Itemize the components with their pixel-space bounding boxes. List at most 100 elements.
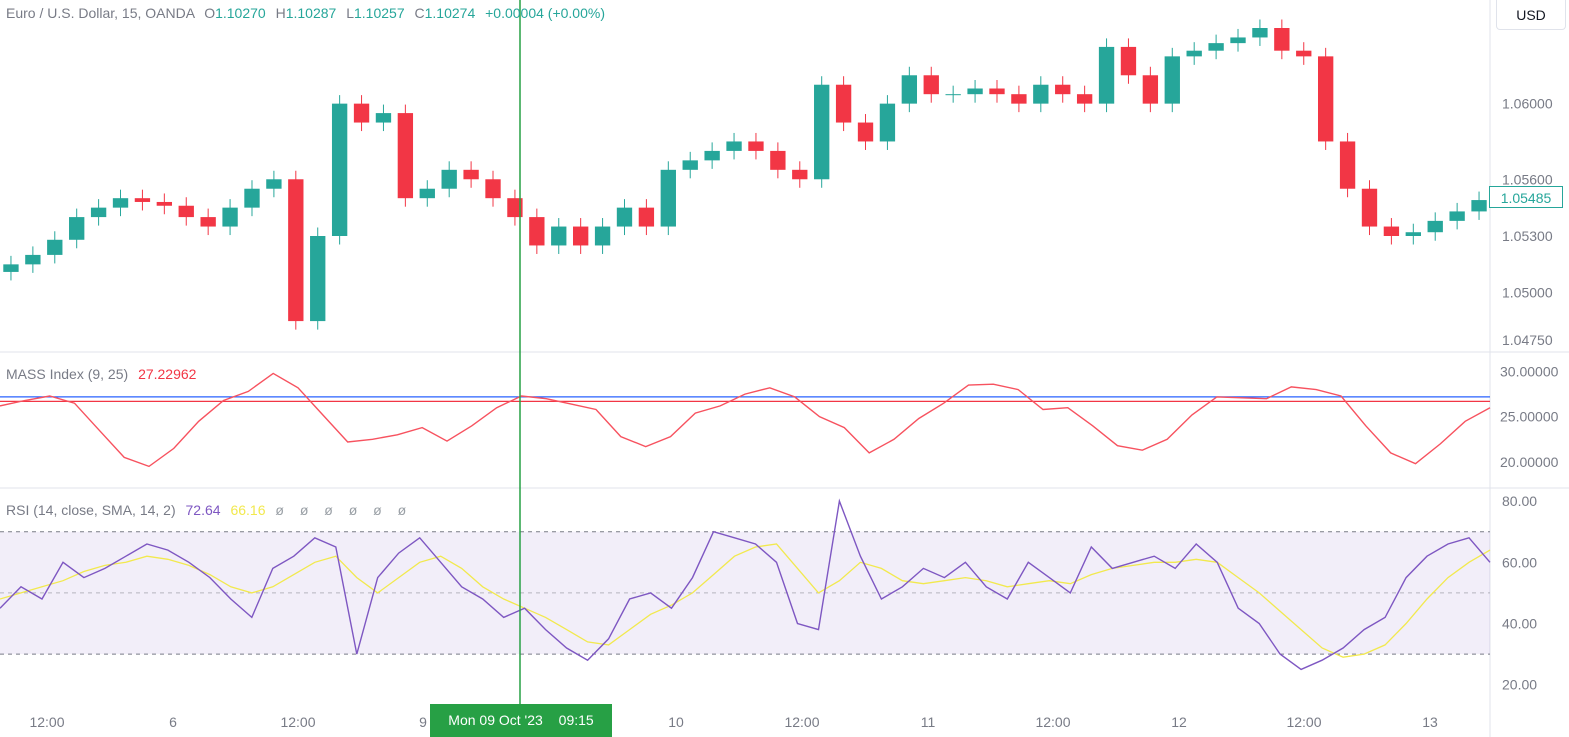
rsi-value: 72.64 — [185, 502, 221, 518]
rsi-axis-label: 60.00 — [1502, 554, 1537, 570]
time-axis-label: 12:00 — [280, 714, 315, 730]
candle-body — [485, 179, 501, 199]
candle-body — [69, 217, 85, 240]
rsi-empty-values: ø ø ø ø ø ø — [275, 502, 413, 518]
candle-body — [331, 103, 348, 237]
mass-legend: MASS Index (9, 25) 27.22962 — [6, 366, 196, 382]
price-axis-label: 1.05300 — [1502, 228, 1553, 244]
crosshair-time: 09:15 — [558, 712, 594, 728]
time-axis-label: 10 — [668, 714, 684, 730]
candle-body — [1274, 28, 1290, 51]
candle-body — [112, 198, 129, 208]
candle-body — [47, 239, 63, 255]
candle-body — [1142, 75, 1159, 104]
candle-body — [572, 226, 589, 246]
time-axis-label: 12:00 — [784, 714, 819, 730]
candle-body — [857, 122, 874, 142]
candle-body — [266, 179, 282, 189]
rsi-name[interactable]: RSI (14, close, SMA, 14, 2) — [6, 502, 176, 518]
mass-index-pane — [0, 372, 1491, 468]
rsi-ma-value: 66.16 — [230, 502, 266, 518]
candle-body — [397, 113, 414, 199]
candle-body — [25, 254, 41, 265]
candle-body — [1296, 50, 1312, 57]
candle-body — [901, 75, 918, 104]
candle-body — [1011, 94, 1027, 104]
candle-body — [200, 217, 216, 227]
time-axis-label: 11 — [921, 714, 936, 730]
crosshair-date: Mon 09 Oct '23 — [448, 712, 543, 728]
time-axis-label: 9 — [419, 714, 427, 730]
candle-body — [1405, 232, 1421, 236]
rsi-axis-label: 20.00 — [1502, 677, 1537, 693]
candle-body — [814, 84, 830, 180]
low-value: 1.10257 — [354, 5, 405, 21]
candle-body — [704, 150, 720, 161]
candle-body — [1230, 37, 1246, 44]
price-axis-label: 1.05000 — [1502, 285, 1553, 301]
candle-body — [1449, 211, 1465, 221]
rsi-ma-line — [0, 543, 1491, 658]
candle-body — [419, 188, 435, 199]
candle-body — [1076, 94, 1093, 104]
candle-body — [288, 179, 304, 322]
crosshair-date-label: Mon 09 Oct '23 09:15 — [430, 704, 612, 737]
candle-body — [222, 207, 238, 227]
change-value: +0.00004 (+0.00%) — [485, 5, 605, 21]
open-value: 1.10270 — [215, 5, 266, 21]
candle-body — [1120, 46, 1137, 76]
candle-body — [770, 150, 786, 170]
rsi-legend: RSI (14, close, SMA, 14, 2) 72.64 66.16 … — [6, 502, 412, 518]
rsi-pane — [0, 498, 1491, 671]
candle-body — [923, 75, 939, 95]
candle-body — [1361, 188, 1378, 227]
candle-body — [660, 169, 676, 227]
candle-body — [1427, 220, 1443, 233]
candle-body — [1055, 84, 1071, 95]
price-axis-label: 1.04750 — [1502, 332, 1553, 348]
last-price-tag: 1.05485 — [1489, 186, 1563, 208]
candle-body — [353, 103, 370, 123]
candle-body — [134, 198, 151, 202]
mass-line — [0, 372, 1491, 468]
mass-value: 27.22962 — [138, 366, 197, 382]
high-value: 1.10287 — [285, 5, 337, 21]
time-axis-label: 12:00 — [1286, 714, 1321, 730]
mass-axis-label: 20.00000 — [1500, 454, 1559, 470]
price-axis-label: 1.06000 — [1502, 96, 1553, 112]
candle-body — [1186, 50, 1202, 57]
candle-body — [616, 207, 633, 227]
candle-body — [726, 141, 742, 151]
candle-body — [1339, 141, 1356, 189]
mass-name[interactable]: MASS Index (9, 25) — [6, 366, 129, 382]
candle-body — [792, 169, 808, 180]
price-candles — [3, 19, 1487, 330]
open-label: O — [204, 5, 216, 21]
high-label: H — [275, 5, 286, 21]
candle-body — [1252, 28, 1268, 38]
candle-body — [156, 201, 173, 206]
candle-body — [835, 84, 852, 123]
candle-body — [945, 94, 961, 96]
candle-body — [594, 226, 611, 246]
rsi-line — [0, 498, 1491, 671]
candle-body — [967, 88, 983, 95]
candle-body — [1383, 226, 1400, 236]
mass-axis-label: 30.00000 — [1500, 364, 1559, 380]
axes: 1.06000 1.05600 1.05300 1.05000 1.04750 30.00… — [29, 0, 1559, 730]
currency-button[interactable]: USD — [1496, 0, 1566, 30]
candle-body — [682, 160, 698, 170]
candle-body — [375, 113, 392, 123]
symbol-legend: Euro / U.S. Dollar, 15, OANDA O1.10270 H… — [6, 5, 605, 21]
candle-body — [3, 264, 19, 272]
symbol-name[interactable]: Euro / U.S. Dollar, 15, OANDA — [6, 5, 195, 21]
candle-body — [879, 103, 896, 142]
candle-body — [529, 217, 545, 246]
candle-body — [1471, 200, 1487, 212]
candle-body — [90, 207, 107, 218]
candle-body — [463, 169, 479, 180]
candle-body — [310, 236, 326, 322]
time-axis-label: 12 — [1171, 714, 1187, 730]
